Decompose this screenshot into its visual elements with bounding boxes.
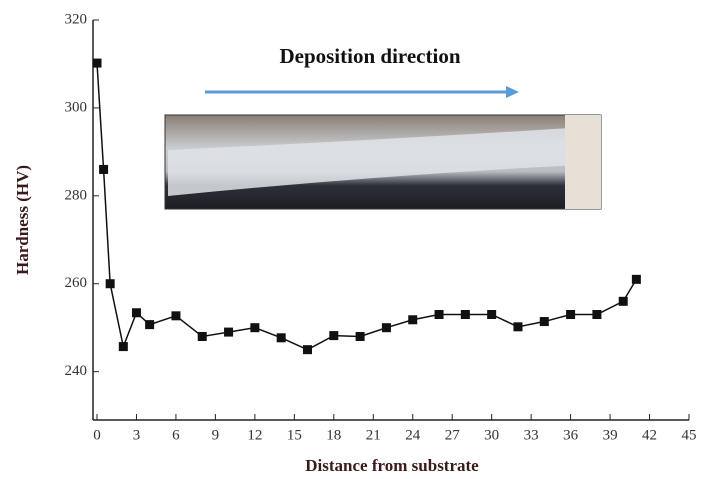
x-tick-label: 36	[563, 427, 579, 443]
x-tick-label: 12	[247, 427, 262, 443]
inset-edge	[565, 115, 601, 209]
y-tick-label: 260	[65, 275, 88, 291]
data-point	[276, 333, 286, 343]
data-point	[355, 331, 365, 341]
y-tick-label: 300	[65, 99, 88, 115]
x-tick-label: 30	[484, 427, 499, 443]
data-point	[513, 322, 523, 332]
data-point	[197, 331, 207, 341]
data-point	[408, 315, 418, 325]
x-tick-label: 42	[642, 427, 657, 443]
data-point	[631, 274, 641, 284]
x-tick-label: 39	[603, 427, 618, 443]
x-tick-label: 0	[93, 427, 101, 443]
data-point	[592, 310, 602, 320]
data-point	[105, 279, 115, 289]
x-tick-label: 45	[682, 427, 697, 443]
data-point	[329, 331, 339, 341]
y-tick-label: 320	[65, 11, 88, 27]
data-point	[460, 310, 470, 320]
x-tick-label: 33	[524, 427, 539, 443]
x-tick-label: 21	[366, 427, 381, 443]
data-point	[224, 327, 234, 337]
data-point	[302, 345, 312, 355]
data-point	[250, 323, 260, 333]
data-point	[381, 323, 391, 333]
data-point	[145, 320, 155, 330]
x-tick-label: 3	[133, 427, 141, 443]
y-tick-label: 240	[65, 363, 88, 379]
x-tick-label: 18	[326, 427, 341, 443]
annotation: Deposition direction	[279, 44, 460, 68]
data-point	[539, 317, 549, 327]
x-tick-label: 24	[405, 427, 421, 443]
deposit-bead	[168, 128, 580, 196]
data-point	[118, 342, 128, 352]
x-axis-label: Distance from substrate	[305, 456, 479, 475]
arrow-head	[506, 86, 519, 98]
data-point	[566, 310, 576, 320]
data-point	[92, 58, 102, 68]
data-point	[171, 311, 181, 321]
x-tick-label: 9	[212, 427, 220, 443]
data-point	[434, 310, 444, 320]
data-point	[131, 308, 141, 318]
x-tick-label: 15	[287, 427, 302, 443]
x-tick-label: 6	[172, 427, 180, 443]
data-point	[487, 310, 497, 320]
data-point	[99, 164, 109, 174]
y-axis-label: Hardness (HV)	[13, 165, 32, 275]
data-point	[618, 296, 628, 306]
y-tick-label: 280	[65, 187, 88, 203]
x-tick-label: 27	[445, 427, 461, 443]
